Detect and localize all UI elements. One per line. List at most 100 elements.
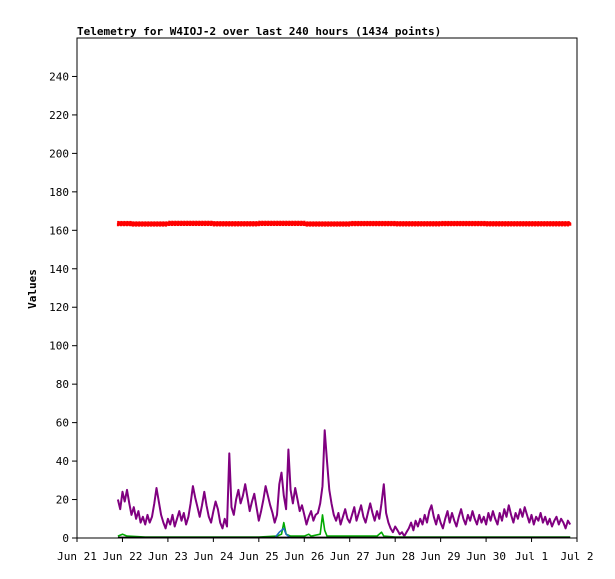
x-tick-label: Jul 1: [515, 550, 548, 563]
series-0-point: [248, 223, 252, 227]
series-0-point: [170, 223, 174, 227]
series-0-point: [134, 223, 138, 227]
series-0-point: [437, 223, 441, 227]
series-0-point: [383, 223, 387, 227]
series-0-point: [362, 223, 366, 227]
series-0-point: [353, 223, 357, 227]
series-0-point: [341, 223, 345, 227]
series-0-point: [380, 223, 384, 227]
series-0-point: [176, 223, 180, 227]
series-0-point: [464, 223, 468, 227]
series-0-point: [245, 223, 249, 227]
series-0-point: [269, 223, 273, 227]
series-0-point: [254, 223, 258, 227]
series-0-point: [470, 223, 474, 227]
series-0-point: [236, 223, 240, 227]
series-0-point: [131, 223, 135, 227]
series-0-point: [521, 223, 525, 227]
series-0-point: [500, 223, 504, 227]
series-0-point: [557, 223, 561, 227]
series-0-point: [431, 223, 435, 227]
series-0-point: [284, 223, 288, 227]
x-tick-label: Jun 22: [103, 550, 143, 563]
series-0-point: [194, 223, 198, 227]
series-0-point: [227, 223, 231, 227]
series-0-point: [257, 223, 261, 227]
series-0-point: [539, 223, 543, 227]
y-tick-label: 20: [56, 494, 69, 507]
y-tick-label: 180: [49, 186, 69, 199]
series-0-point: [326, 223, 330, 227]
series-0-point: [203, 223, 207, 227]
series-0-point: [287, 223, 291, 227]
chart-title: Telemetry for W4IOJ-2 over last 240 hour…: [77, 25, 441, 38]
series-1-line: [116, 429, 572, 538]
series-0-point: [401, 223, 405, 227]
series-0-point: [449, 223, 453, 227]
series-0-point: [263, 223, 267, 227]
series-0-point: [119, 223, 123, 227]
series-0-point: [410, 223, 414, 227]
x-tick-label: Jun 24: [193, 550, 233, 563]
y-tick-label: 120: [49, 301, 69, 314]
series-0-point: [395, 223, 399, 227]
series-0-point: [140, 223, 144, 227]
series-0-point: [122, 223, 126, 227]
series-0-point: [389, 223, 393, 227]
x-tick-label: Jun 30: [466, 550, 506, 563]
series-0-point: [188, 223, 192, 227]
series-0-point: [281, 223, 285, 227]
x-tick-label: Jun 21: [57, 550, 97, 563]
series-0-point: [305, 223, 309, 227]
series-0-point: [374, 223, 378, 227]
series-0-point: [332, 223, 336, 227]
series-0-point: [212, 223, 216, 227]
series-0-point: [560, 223, 564, 227]
series-0-point: [377, 223, 381, 227]
series-0-point: [443, 223, 447, 227]
series-0-point: [329, 223, 333, 227]
series-0-point: [182, 223, 186, 227]
series-0-point: [155, 223, 159, 227]
series-0-point: [164, 223, 168, 227]
series-0-point: [419, 223, 423, 227]
series-0-point: [422, 223, 426, 227]
series-0-point: [356, 223, 360, 227]
x-tick-label: Jun 25: [239, 550, 279, 563]
series-0-point: [206, 223, 210, 227]
series-0-point: [554, 223, 558, 227]
series-0-point: [509, 223, 513, 227]
series-0-point: [197, 223, 201, 227]
series-0-point: [494, 223, 498, 227]
series-0-point: [488, 223, 492, 227]
series-0-point: [260, 223, 264, 227]
series-0-point: [524, 223, 528, 227]
series-0-point: [149, 223, 153, 227]
y-tick-label: 100: [49, 340, 69, 353]
series-0-point: [530, 223, 534, 227]
series-0-point: [116, 223, 120, 227]
series-0-point: [392, 223, 396, 227]
y-tick-label: 220: [49, 109, 69, 122]
series-0-point: [467, 223, 471, 227]
series-0-point: [566, 223, 570, 227]
series-0-point: [230, 223, 234, 227]
x-tick-label: Jun 28: [375, 550, 415, 563]
series-0-point: [563, 223, 567, 227]
series-0-point: [350, 223, 354, 227]
series-0-point: [167, 223, 171, 227]
x-axis: Jun 21 Jun 22 Jun 23 Jun 24 Jun 25 Jun 26 Jun …: [57, 538, 594, 563]
y-tick-label: 60: [56, 417, 69, 430]
y-axis: 0 20 40 60 80 100 120 140 160 180 200 220 240: [49, 70, 77, 545]
series-0-point: [173, 223, 177, 227]
series-0-point: [251, 223, 255, 227]
series-0-point: [359, 223, 363, 227]
series-0-point: [473, 223, 477, 227]
series-0-point: [344, 223, 348, 227]
x-tick-label: Jun 29: [421, 550, 461, 563]
series-0-point: [368, 223, 372, 227]
series-0-point: [275, 223, 279, 227]
series-0-point: [233, 223, 237, 227]
series-0-point: [152, 223, 156, 227]
